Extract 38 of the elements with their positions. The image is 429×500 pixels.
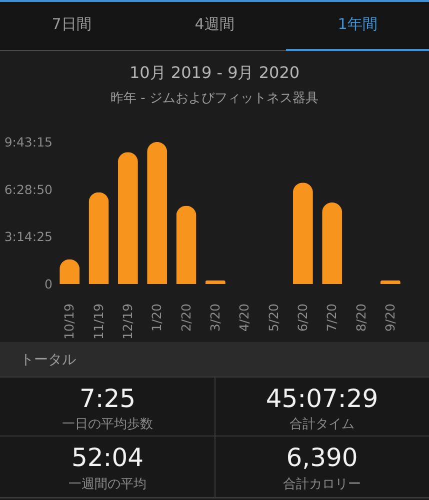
bar	[118, 152, 138, 284]
bar	[176, 206, 196, 284]
y-tick-label: 0	[44, 276, 53, 292]
x-tick-label: 4/20	[236, 303, 252, 332]
x-tick-label: 1/20	[149, 303, 164, 332]
y-tick-label: 9:43:15	[4, 134, 52, 150]
text: 45:07:29	[266, 384, 378, 413]
bar	[88, 192, 109, 284]
x-tick-label: 3/20	[207, 303, 222, 332]
x-tick-label: 10/19	[62, 303, 77, 340]
bar	[205, 280, 226, 284]
text: 6,390	[286, 443, 358, 472]
text: 一週間の平均	[68, 477, 146, 492]
x-tick-label: 5/20	[266, 303, 281, 332]
chart-subtitle: 昨年 - ジムおよびフィットネス器具	[110, 91, 318, 106]
text: 7:25	[79, 384, 136, 413]
text: 4週間	[194, 15, 234, 33]
text: 合計タイム	[290, 417, 354, 432]
text: 合計カロリー	[283, 477, 361, 492]
x-tick-label: 11/19	[90, 303, 106, 340]
x-tick-label: 9/20	[382, 303, 398, 332]
x-tick-label: 12/19	[120, 303, 135, 340]
text: 1年間	[338, 15, 378, 33]
x-tick-label: 6/20	[294, 303, 310, 332]
y-tick-label: 3:14:25	[4, 229, 52, 244]
text: トータル	[20, 352, 76, 368]
text: 一日の平均歩数	[62, 417, 153, 432]
chart-title: 10月 2019 - 9月 2020	[129, 63, 300, 82]
bar	[380, 280, 400, 284]
text: 7日間	[52, 15, 92, 33]
bar	[322, 202, 342, 284]
bar	[292, 182, 313, 284]
y-tick-label: 6:28:50	[4, 182, 53, 197]
text: 52:04	[71, 443, 144, 472]
x-tick-label: 2/20	[178, 303, 194, 332]
bar	[147, 142, 168, 284]
x-tick-label: 7/20	[324, 303, 340, 332]
x-tick-label: 8/20	[353, 303, 368, 332]
